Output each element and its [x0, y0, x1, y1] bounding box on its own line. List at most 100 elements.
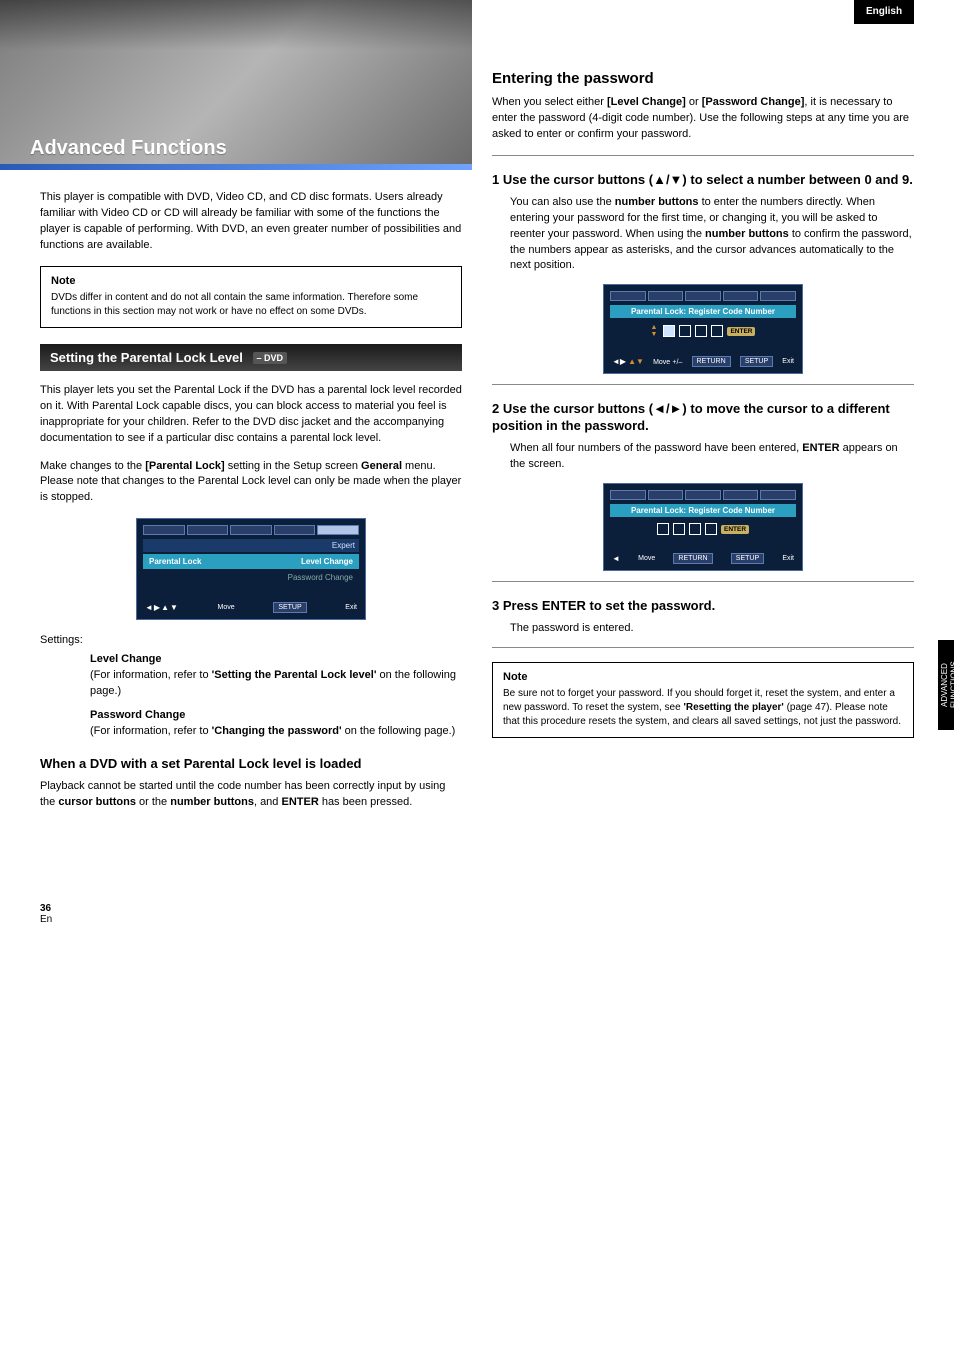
- divider: [492, 581, 914, 582]
- wdb1: cursor buttons: [58, 796, 136, 808]
- n2ref: (page 47: [784, 702, 826, 713]
- intro-text: This player is compatible with DVD, Vide…: [40, 190, 462, 254]
- wdb2: number buttons: [170, 796, 254, 808]
- osd1-tab: [187, 525, 229, 535]
- plock-setup-line: Make changes to the [Parental Lock] sett…: [40, 459, 462, 507]
- note-box-2: Note Be sure not to forget your password…: [492, 662, 914, 738]
- setting-password-change: Password Change (For information, refer …: [90, 708, 462, 740]
- osd-code-entry-2: Parental Lock: Register Code Number ENTE…: [603, 483, 803, 571]
- top-tab: English: [854, 0, 914, 24]
- setting-level-change: Level Change (For information, refer to …: [90, 652, 462, 700]
- left-column: Advanced Functions This player is compat…: [40, 20, 462, 823]
- osd-tab: [610, 490, 646, 500]
- right-column: Entering the password When you select ei…: [492, 20, 914, 823]
- osd1-row1-right: Level Change: [301, 557, 353, 566]
- osd1-footer: ◄▶▲▼ Move SETUP Exit: [143, 602, 359, 613]
- setting2-db: 'Changing the password': [212, 725, 342, 737]
- section-bar: Setting the Parental Lock Level – DVD: [40, 344, 462, 371]
- page: English Advanced Functions This player i…: [0, 0, 954, 863]
- wd3: , and: [254, 796, 282, 808]
- digit-box: [689, 523, 701, 535]
- osd-parental-menu: Expert Parental Lock Level Change Passwo…: [136, 518, 366, 620]
- page-number: 36 En: [40, 903, 52, 925]
- enter-pill: ENTER: [721, 525, 749, 534]
- s2bb1: ENTER: [802, 442, 839, 454]
- plock-setup-b1: [Parental Lock]: [145, 460, 224, 472]
- plock-setup-1: Make changes to the: [40, 460, 145, 472]
- osd-tab: [648, 291, 684, 301]
- return-btn: RETURN: [673, 553, 712, 564]
- osd3-exit: Exit: [782, 555, 794, 562]
- hero-shadow: [0, 0, 472, 50]
- digit-box: [673, 523, 685, 535]
- section-title: Setting the Parental Lock Level: [50, 350, 243, 365]
- wdb3: ENTER: [281, 796, 318, 808]
- nav-arrows-icon: ◄▶▲▼: [145, 603, 179, 612]
- osd2-tabs: [610, 291, 796, 301]
- osd-tab: [723, 291, 759, 301]
- disc-badge: – DVD: [253, 352, 288, 364]
- osd1-move: Move: [218, 604, 235, 611]
- hero-title: Advanced Functions: [30, 137, 452, 160]
- osd1-tab: [230, 525, 272, 535]
- when-dvd-body: Playback cannot be started until the cod…: [40, 779, 462, 811]
- osd-tab: [648, 490, 684, 500]
- osd-tab: [610, 291, 646, 301]
- osd1-tabs: [143, 525, 359, 535]
- note2-body: Be sure not to forget your password. If …: [503, 687, 903, 729]
- osd-tab: [760, 291, 796, 301]
- hero-bar: [0, 164, 472, 170]
- enter-pill: ENTER: [727, 327, 755, 336]
- setting1-db: 'Setting the Parental Lock level': [212, 669, 377, 681]
- osd2-digits: ▲▼ ENTER: [610, 324, 796, 338]
- osd3-footer: ◄ Move RETURN SETUP Exit: [610, 553, 796, 564]
- eb1: When you select either: [492, 96, 607, 108]
- note2-title: Note: [503, 671, 903, 683]
- ebb2: [Password Change]: [702, 96, 805, 108]
- plock-setup-2: setting in the Setup screen: [225, 460, 361, 472]
- ebb1: [Level Change]: [607, 96, 686, 108]
- return-btn: RETURN: [692, 356, 731, 367]
- divider: [492, 155, 914, 156]
- page-num-left: 36: [40, 903, 51, 914]
- step1-title: 1 Use the cursor buttons (▲/▼) to select…: [492, 172, 914, 189]
- setup-btn: SETUP: [731, 553, 764, 564]
- nav-icon: ◄▶▲▼: [612, 357, 644, 366]
- s1bb2: number buttons: [705, 228, 789, 240]
- settings-label: Settings:: [40, 634, 462, 646]
- digit-box: [711, 325, 723, 337]
- osd1-row1-left: Parental Lock: [149, 557, 201, 566]
- osd2-exit: Exit: [782, 358, 794, 365]
- osd1-setup-btn: SETUP: [273, 602, 306, 613]
- updown-icon: ▲▼: [651, 324, 658, 338]
- setting2-name: Password Change: [90, 709, 185, 721]
- plock-setup-b2: General: [361, 460, 402, 472]
- osd1-tab: [143, 525, 185, 535]
- top-tab-label: English: [854, 0, 914, 23]
- osd-tab: [723, 490, 759, 500]
- osd1-tab: [274, 525, 316, 535]
- entering-body: When you select either [Level Change] or…: [492, 95, 914, 143]
- s1bb1: number buttons: [615, 196, 699, 208]
- setting1-name: Level Change: [90, 653, 162, 665]
- when-dvd-title: When a DVD with a set Parental Lock leve…: [40, 756, 462, 773]
- osd3-tabs: [610, 490, 796, 500]
- step3-body: The password is entered.: [510, 621, 914, 637]
- osd3-digits: ENTER: [610, 523, 796, 535]
- digit-box: [705, 523, 717, 535]
- osd1-row1: Parental Lock Level Change: [143, 554, 359, 569]
- wd2: or the: [136, 796, 170, 808]
- setting2-d2: on the following page.): [342, 725, 456, 737]
- digit-box: [679, 325, 691, 337]
- divider: [492, 647, 914, 648]
- step1-body: You can also use the number buttons to e…: [510, 195, 914, 275]
- osd-tab: [685, 291, 721, 301]
- osd1-tab-active: [317, 525, 359, 535]
- osd3-title: Parental Lock: Register Code Number: [610, 504, 796, 517]
- osd-tab: [685, 490, 721, 500]
- step2-body: When all four numbers of the password ha…: [510, 441, 914, 473]
- step3-title: 3 Press ENTER to set the password.: [492, 598, 914, 615]
- s1b1: You can also use the: [510, 196, 615, 208]
- osd2-footer: ◄▶▲▼ Move +/– RETURN SETUP Exit: [610, 356, 796, 367]
- page-label-left: En: [40, 914, 52, 925]
